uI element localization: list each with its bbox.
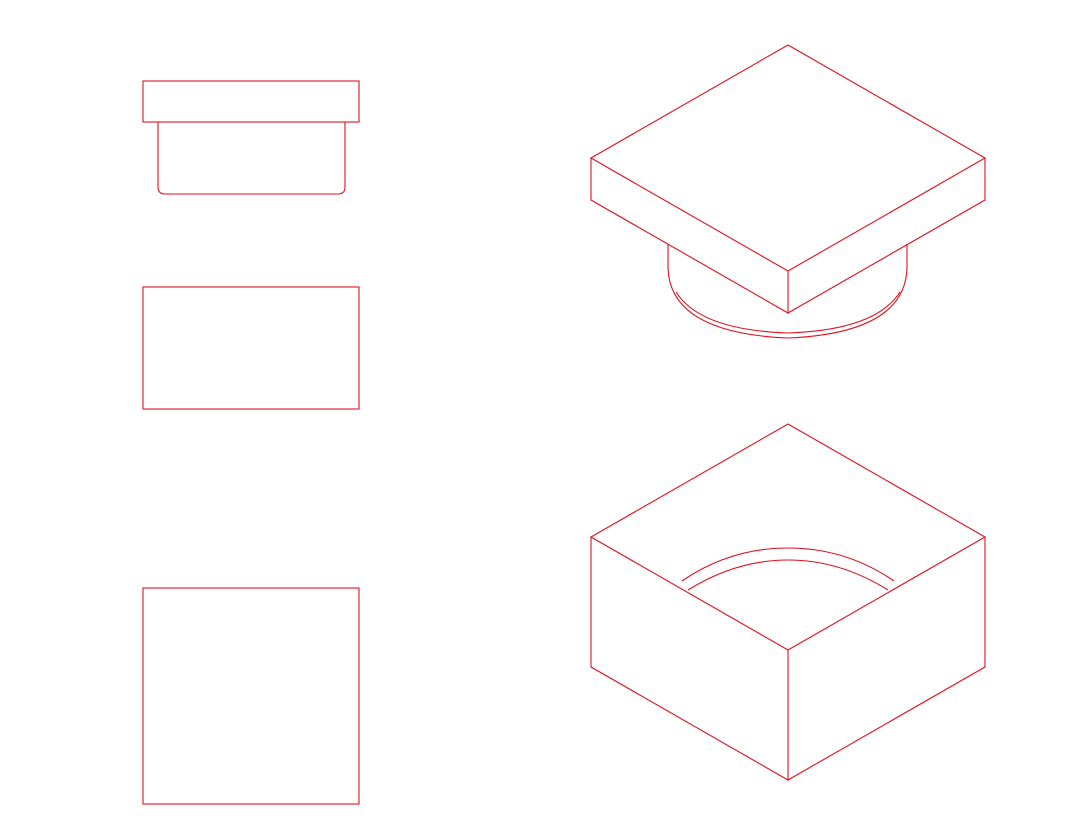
iso-box-left-face — [590, 537, 789, 781]
side-view-outline — [142, 286, 360, 410]
iso-box-right-face — [787, 537, 986, 781]
isometric-top — [589, 44, 987, 339]
iso-box-recess-outer — [681, 547, 895, 582]
top-view-outline — [142, 587, 360, 805]
iso-top-face — [589, 44, 987, 272]
iso-top-cylinder-bottom-inner — [675, 291, 901, 334]
front-view-cap — [142, 80, 360, 123]
iso-box-top-face — [589, 423, 987, 651]
iso-top-left-face — [590, 158, 789, 314]
iso-top-right-face — [787, 158, 986, 314]
isometric-bottom — [589, 423, 987, 781]
top-view — [142, 587, 360, 805]
front-view-plug — [157, 122, 346, 195]
iso-box-recess-inner — [687, 559, 889, 591]
front-view — [142, 80, 360, 195]
side-view — [142, 286, 360, 410]
iso-top-cylinder-bottom — [667, 267, 908, 339]
